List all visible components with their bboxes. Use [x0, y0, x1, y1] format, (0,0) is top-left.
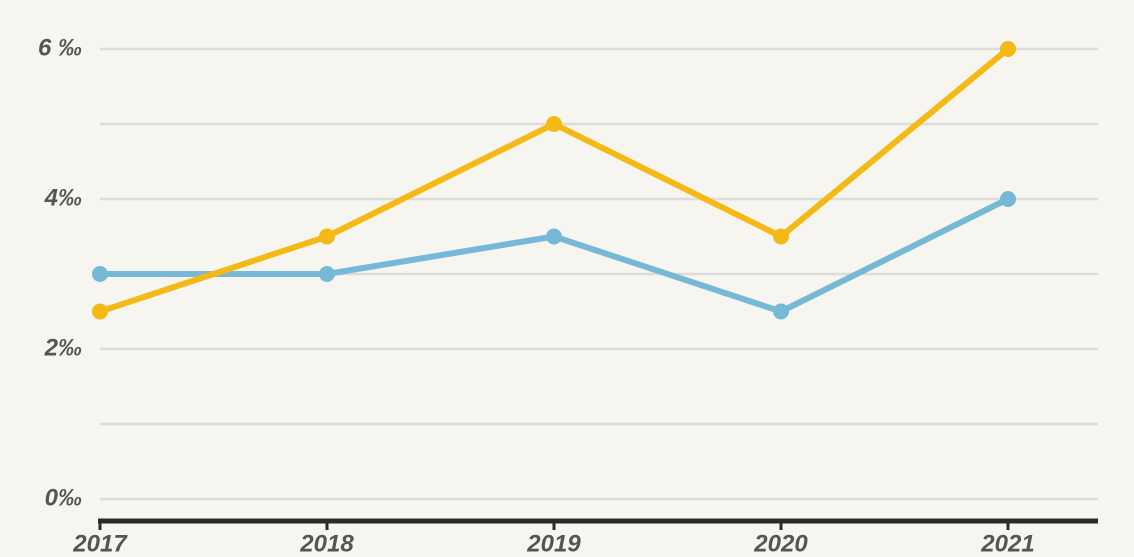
- x-tick-label: 2021: [980, 530, 1034, 557]
- data-point: [92, 303, 108, 320]
- x-tick-label: 2019: [526, 530, 581, 557]
- data-point: [773, 228, 789, 245]
- series-line: [100, 196, 1010, 315]
- data-point: [319, 228, 335, 245]
- y-tick-label: 4‰: [44, 184, 82, 211]
- x-tick-label: 2017: [72, 530, 128, 557]
- data-point: [92, 266, 108, 282]
- y-tick-label: 2‰: [44, 334, 82, 361]
- data-point: [319, 266, 335, 282]
- y-tick-label: 6 ‰: [38, 34, 82, 61]
- data-point: [773, 303, 789, 320]
- x-tick-label: 2020: [753, 530, 808, 557]
- data-point: [1000, 41, 1016, 57]
- y-tick-label: 0‰: [45, 484, 82, 511]
- data-point: [546, 116, 562, 132]
- data-point: [546, 228, 562, 245]
- data-point: [1000, 191, 1016, 207]
- x-tick-label: 2018: [299, 530, 354, 557]
